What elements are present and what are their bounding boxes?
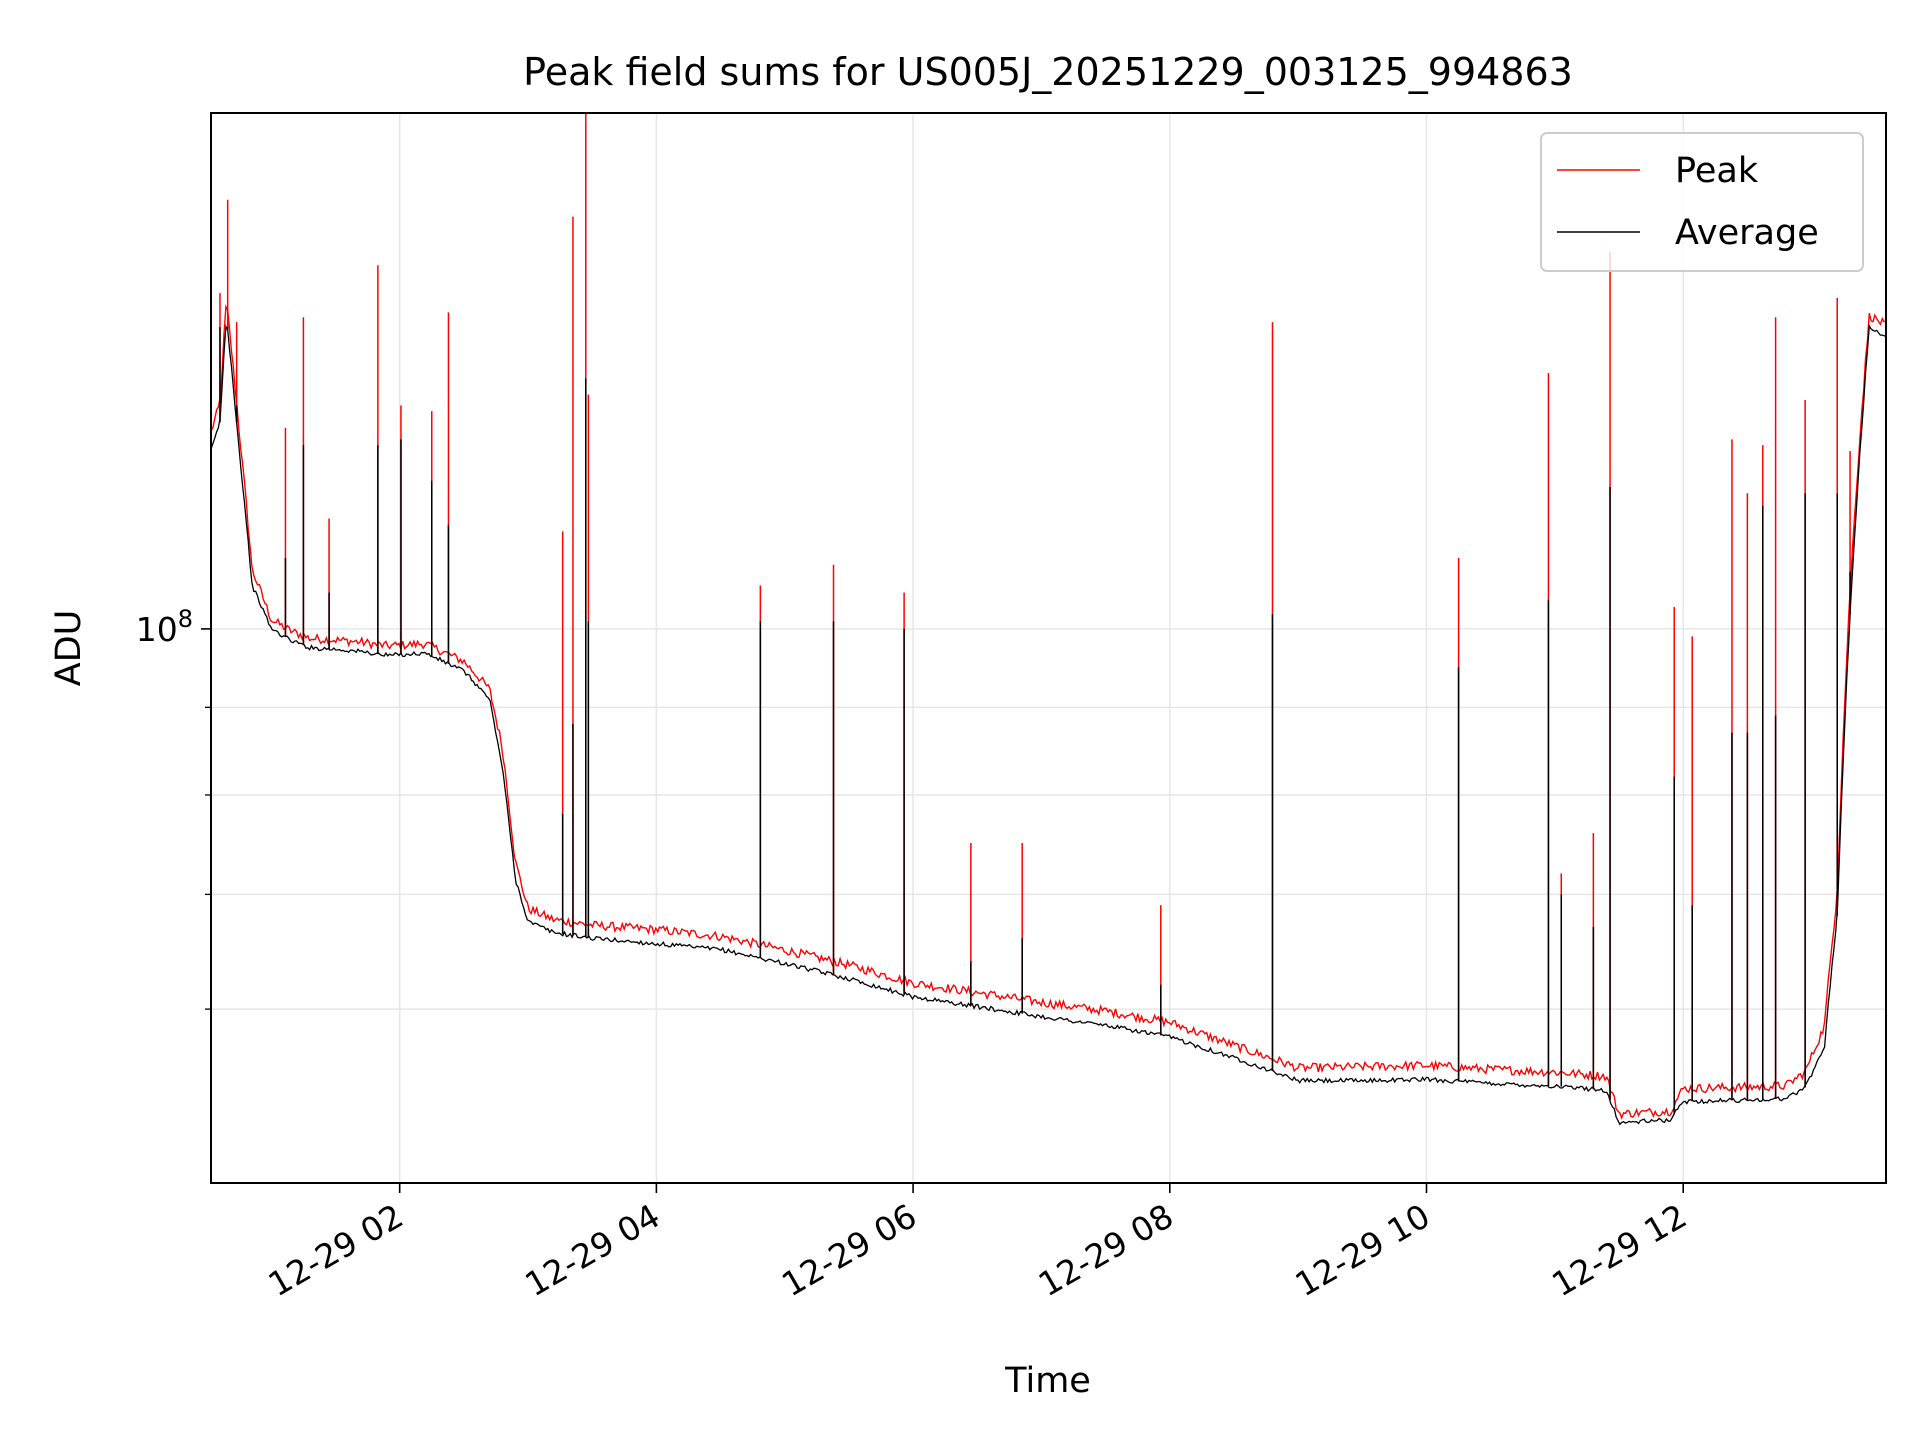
axes-frame xyxy=(210,112,1887,1184)
legend-label-average: Average xyxy=(1675,213,1819,253)
series-average-line xyxy=(211,323,1886,1126)
plot-area xyxy=(211,113,1886,1126)
series-peak-line xyxy=(211,304,1886,1120)
x-axis-label: Time xyxy=(1004,1361,1091,1401)
legend-label-peak: Peak xyxy=(1675,151,1759,191)
legend: Peak Average xyxy=(1540,132,1864,272)
legend-box xyxy=(1540,132,1864,272)
y-axis-label: ADU xyxy=(49,610,89,687)
chart-title: Peak field sums for US005J_20251229_0031… xyxy=(523,50,1573,94)
grid-lines xyxy=(211,113,1886,1183)
